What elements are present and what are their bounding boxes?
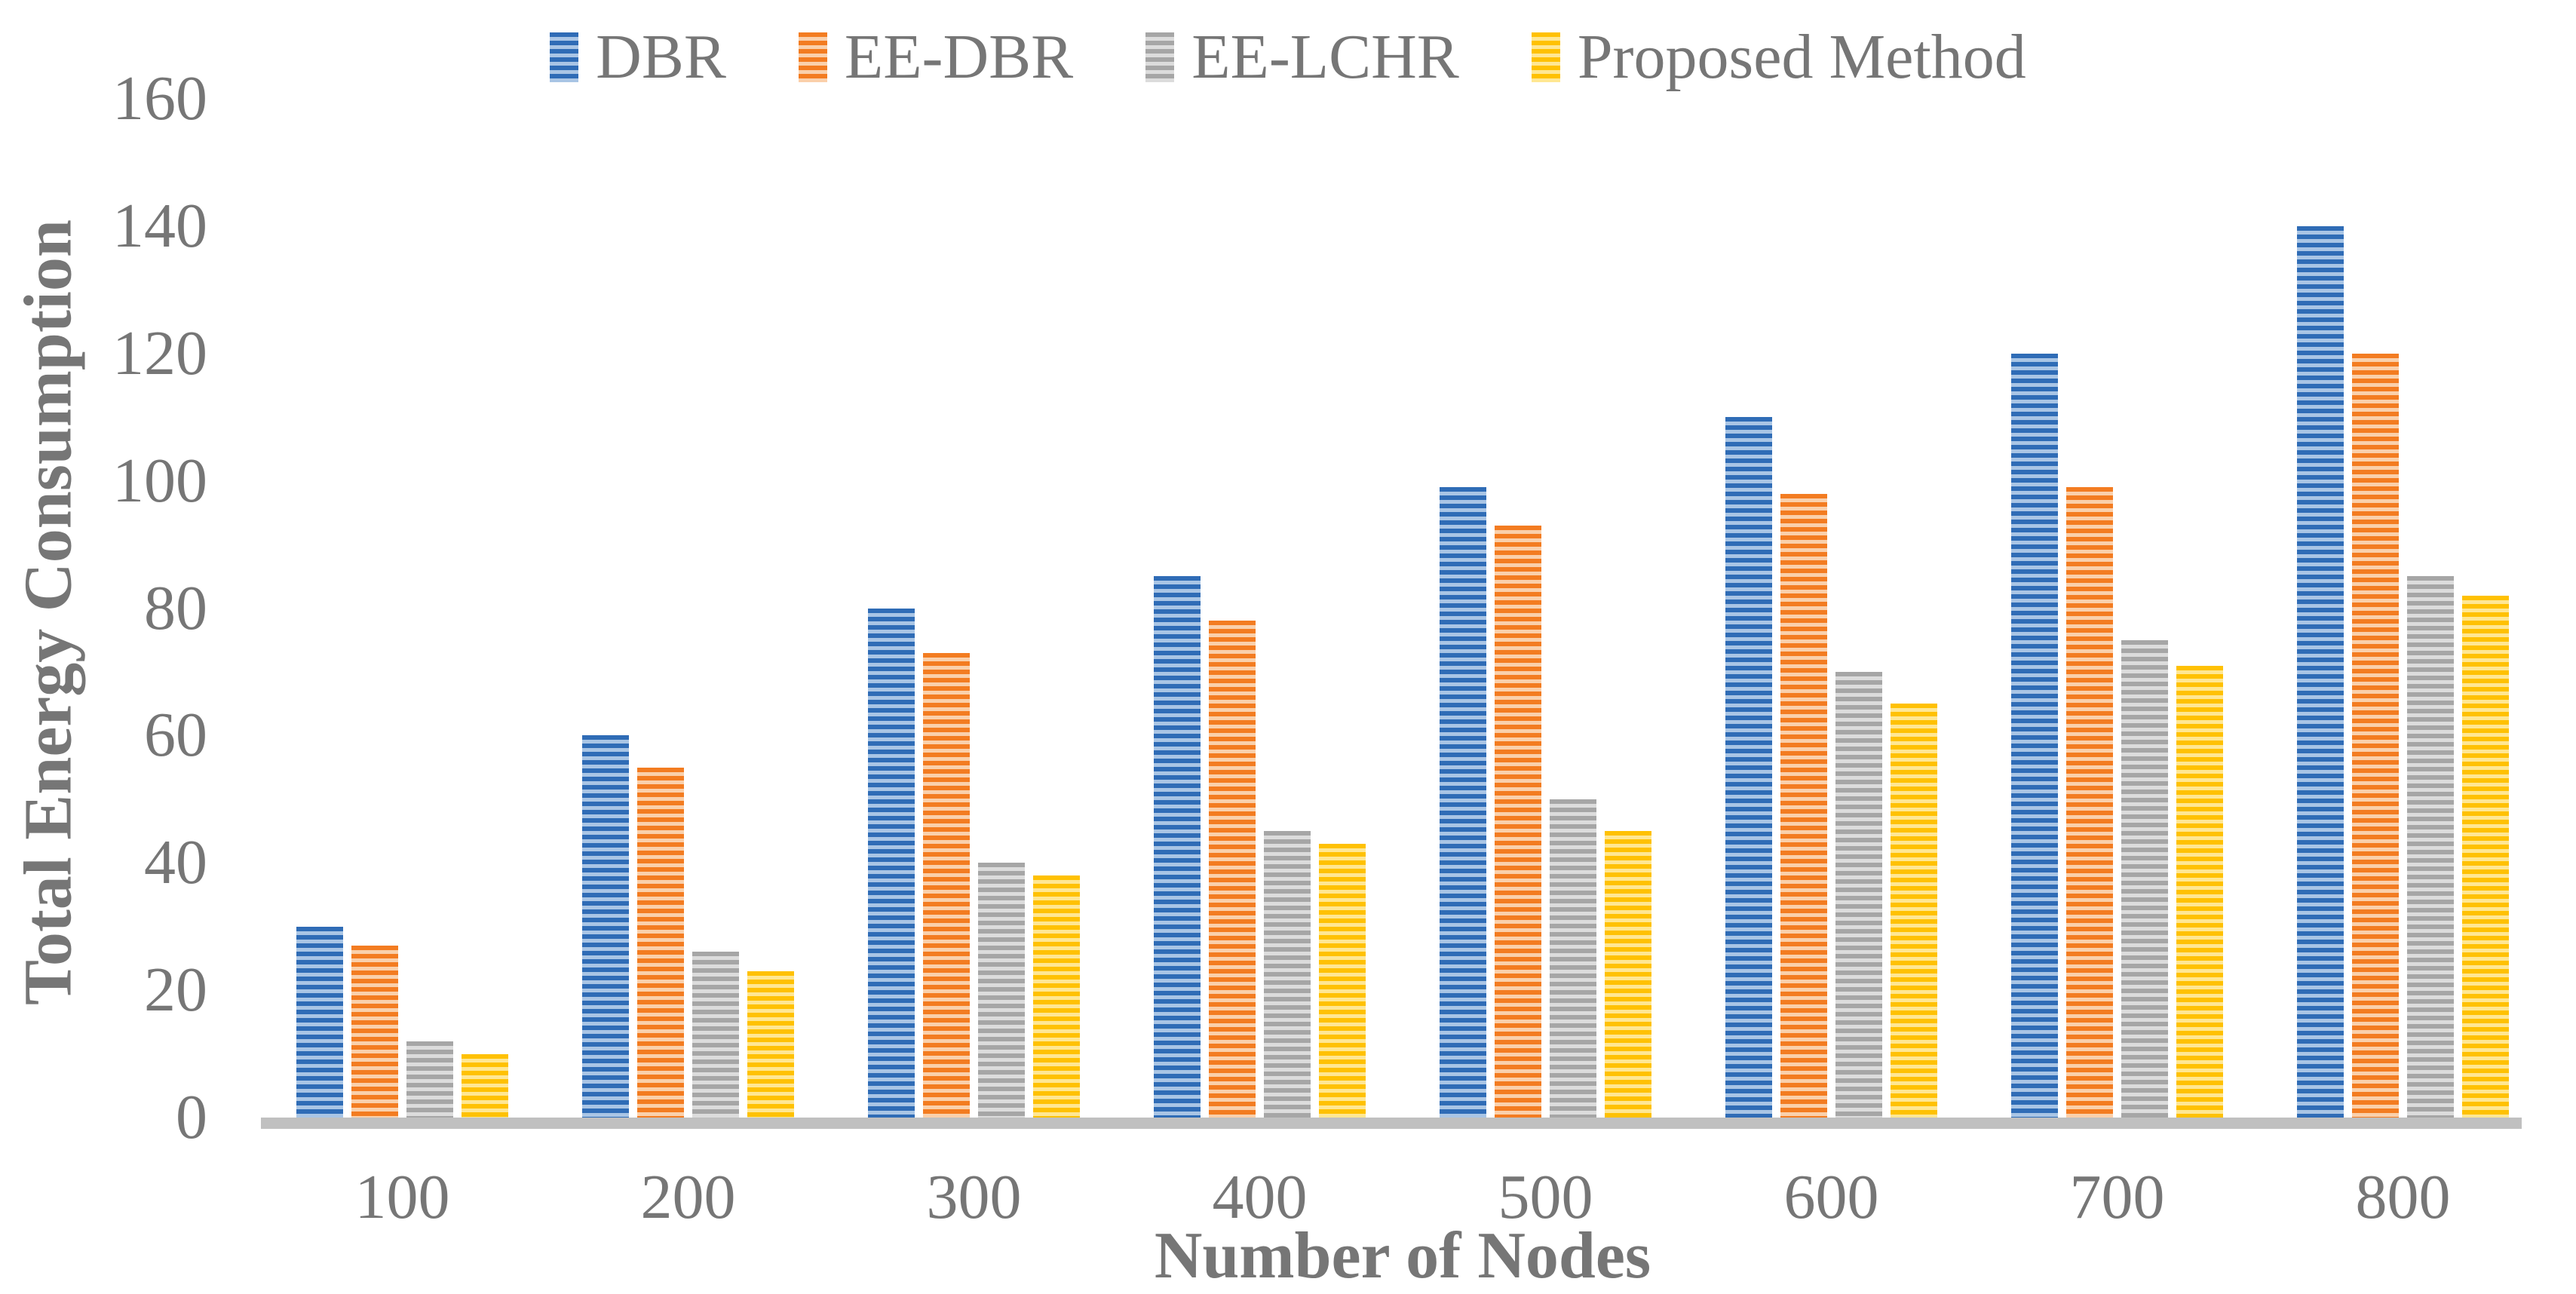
bar-ee-dbr-100 — [351, 946, 398, 1118]
bar-ee-dbr-800 — [2352, 353, 2399, 1118]
bar-dbr-800 — [2297, 225, 2344, 1118]
bar-dbr-300 — [868, 608, 915, 1118]
y-tick-label-60: 60 — [144, 700, 207, 771]
legend-item-proposed-method: Proposed Method — [1531, 22, 2026, 92]
x-tick-label-300: 300 — [926, 1162, 1022, 1232]
bar-proposed-method-200 — [747, 970, 794, 1118]
bar-group-700 — [1974, 99, 2260, 1118]
bar-ee-lchr-300 — [978, 863, 1025, 1118]
legend-swatch-proposed-method — [1531, 32, 1560, 82]
x-axis-line — [261, 1118, 2522, 1129]
legend: DBR EE-DBR EE-LCHR Proposed Method — [0, 26, 2576, 89]
bar-group-200 — [545, 99, 831, 1118]
bar-ee-lchr-800 — [2407, 576, 2454, 1118]
bar-proposed-method-300 — [1033, 875, 1080, 1118]
bar-ee-dbr-300 — [923, 652, 970, 1118]
bar-group-500 — [1403, 99, 1688, 1118]
legend-label-ee-dbr: EE-DBR — [844, 22, 1074, 92]
legend-label-proposed-method: Proposed Method — [1577, 22, 2026, 92]
y-tick-label-0: 0 — [176, 1082, 207, 1152]
bar-ee-lchr-700 — [2121, 639, 2168, 1118]
x-axis-title: Number of Nodes — [1154, 1219, 1651, 1292]
bar-proposed-method-500 — [1605, 831, 1651, 1118]
bar-group-100 — [259, 99, 545, 1118]
bar-dbr-100 — [296, 926, 343, 1118]
bar-ee-lchr-100 — [406, 1041, 453, 1118]
bar-dbr-500 — [1440, 487, 1486, 1118]
legend-swatch-dbr — [550, 32, 579, 82]
bar-ee-lchr-600 — [1835, 671, 1882, 1118]
legend-item-ee-lchr: EE-LCHR — [1145, 26, 1459, 89]
bar-ee-lchr-500 — [1550, 799, 1596, 1118]
x-tick-label-400: 400 — [1212, 1162, 1308, 1232]
x-tick-label-800: 800 — [2355, 1162, 2451, 1232]
bar-ee-dbr-600 — [1780, 493, 1827, 1118]
bar-dbr-200 — [582, 735, 629, 1118]
y-axis-tick-labels: 0 20 40 60 80 100 120 140 160 — [0, 0, 215, 1294]
y-tick-label-80: 80 — [144, 572, 207, 643]
y-tick-label-160: 160 — [112, 63, 207, 133]
bar-ee-dbr-700 — [2066, 487, 2113, 1118]
bar-dbr-700 — [2011, 353, 2058, 1118]
plot-area — [259, 99, 2546, 1118]
x-tick-label-700: 700 — [2069, 1162, 2165, 1232]
bar-dbr-400 — [1154, 576, 1201, 1118]
bar-dbr-600 — [1725, 417, 1772, 1118]
x-tick-label-100: 100 — [354, 1162, 450, 1232]
legend-swatch-ee-dbr — [798, 32, 827, 82]
legend-item-ee-dbr: EE-DBR — [798, 22, 1074, 92]
legend-swatch-ee-lchr — [1145, 32, 1175, 82]
bar-ee-lchr-400 — [1264, 831, 1311, 1118]
bar-proposed-method-800 — [2462, 595, 2509, 1118]
bar-proposed-method-600 — [1891, 704, 1937, 1118]
bar-group-400 — [1117, 99, 1403, 1118]
legend-label-dbr: DBR — [596, 22, 726, 92]
y-tick-label-40: 40 — [144, 827, 207, 898]
legend-item-dbr: DBR — [550, 26, 726, 89]
bar-proposed-method-400 — [1319, 843, 1366, 1118]
x-tick-label-200: 200 — [640, 1162, 736, 1232]
bar-ee-dbr-500 — [1495, 525, 1541, 1118]
bar-proposed-method-100 — [462, 1053, 508, 1118]
y-tick-label-100: 100 — [112, 445, 207, 516]
x-tick-label-500: 500 — [1498, 1162, 1593, 1232]
bar-ee-dbr-200 — [637, 767, 684, 1118]
bar-group-300 — [831, 99, 1117, 1118]
legend-label-ee-lchr: EE-LCHR — [1191, 22, 1459, 92]
bar-group-800 — [2260, 99, 2546, 1118]
bar-ee-lchr-200 — [692, 952, 739, 1118]
y-tick-label-120: 120 — [112, 317, 207, 388]
y-tick-label-20: 20 — [144, 955, 207, 1026]
x-axis-tick-labels: 100 200 300 400 500 600 700 800 — [259, 1166, 2546, 1229]
x-tick-label-600: 600 — [1783, 1162, 1879, 1232]
bar-group-600 — [1688, 99, 1974, 1118]
bar-ee-dbr-400 — [1209, 621, 1256, 1118]
bar-proposed-method-700 — [2176, 665, 2223, 1118]
y-tick-label-140: 140 — [112, 190, 207, 261]
